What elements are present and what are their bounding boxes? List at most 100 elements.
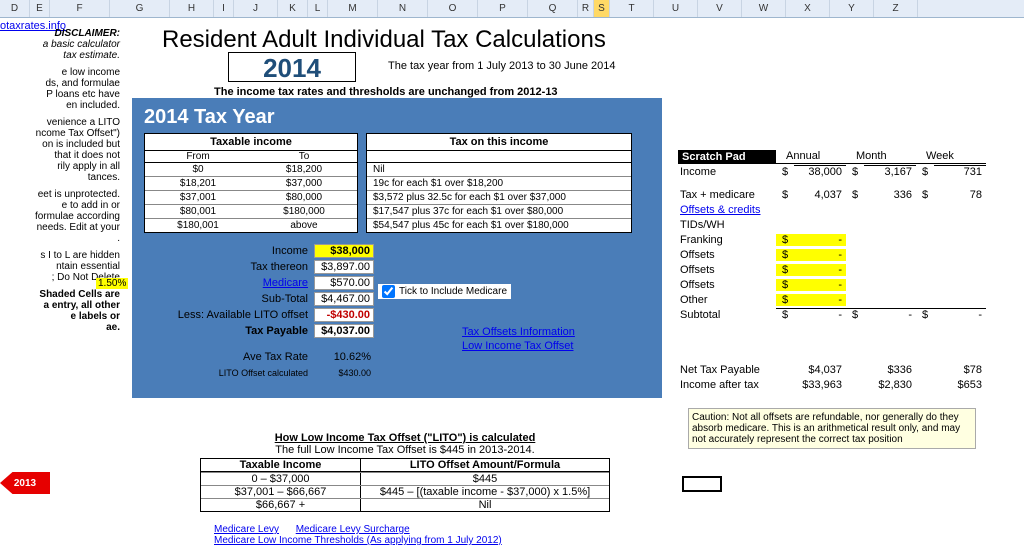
medicare-thresholds-link[interactable]: Medicare Low Income Thresholds (As apply…	[214, 535, 502, 546]
lito-table: Taxable IncomeLITO Offset Amount/Formula…	[200, 458, 610, 512]
bracket-tax: 19c for each $1 over $18,200	[367, 177, 631, 190]
lito-range: $66,667 +	[201, 499, 361, 511]
bracket-from: $80,001	[145, 205, 251, 218]
bracket-from: $0	[145, 163, 251, 176]
tax-offsets-info-link[interactable]: Tax Offsets Information	[462, 326, 575, 338]
lito-range: $37,001 – $66,667	[201, 486, 361, 498]
col-header-Z[interactable]: Z	[874, 0, 918, 17]
scratch-income-label: Income	[678, 166, 776, 178]
rates-unchanged-note: The income tax rates and thresholds are …	[214, 86, 558, 98]
scratch-col-annual: Annual	[776, 150, 846, 164]
disclaimer-p3: eet is unprotected. e to add in or formu…	[0, 189, 120, 244]
net-tax-label: Net Tax Payable	[678, 364, 776, 376]
col-header-J[interactable]: J	[234, 0, 278, 17]
col-header-W[interactable]: W	[742, 0, 786, 17]
scratch-row-label: TIDs/WH	[678, 219, 776, 231]
bracket-tax: $17,547 plus 37c for each $1 over $80,00…	[367, 205, 631, 218]
bracket-tax: $54,547 plus 45c for each $1 over $180,0…	[367, 219, 631, 232]
col-header-E[interactable]: E	[30, 0, 50, 17]
col-header-N[interactable]: N	[378, 0, 428, 17]
col-header-R[interactable]: R	[578, 0, 594, 17]
income-input[interactable]: $38,000	[314, 244, 374, 258]
net-week: $78	[934, 364, 986, 376]
lito-col1: Taxable Income	[201, 459, 361, 471]
table1-header: Taxable income	[145, 134, 357, 151]
cell-cursor[interactable]	[682, 476, 722, 492]
scratch-income-month: 3,167	[864, 165, 916, 178]
tax-thereon-label: Tax thereon	[144, 261, 314, 273]
panel-title: 2014 Tax Year	[144, 106, 650, 129]
col-header-G[interactable]: G	[110, 0, 170, 17]
bracket-from: $180,001	[145, 219, 251, 232]
col-header-X[interactable]: X	[786, 0, 830, 17]
after-week: $653	[934, 379, 986, 391]
scratch-row-label: Other	[678, 294, 776, 306]
scratch-income-annual[interactable]: 38,000	[794, 165, 846, 178]
subtotal-label: Sub-Total	[144, 293, 314, 305]
col-header-S[interactable]: S	[594, 0, 610, 17]
scratch-income-week: 731	[934, 165, 986, 178]
offsets-credits-link[interactable]: Offsets & credits	[680, 204, 761, 216]
scratch-row-label: Offsets	[678, 279, 776, 291]
lito-offset-value: -$430.00	[314, 308, 374, 322]
year-description: The tax year from 1 July 2013 to 30 June…	[388, 60, 615, 72]
col-header-H[interactable]: H	[170, 0, 214, 17]
after-annual: $33,963	[794, 379, 846, 391]
col-header-Q[interactable]: Q	[528, 0, 578, 17]
col-header-K[interactable]: K	[278, 0, 308, 17]
bottom-links: Medicare Levy Medicare Levy Surcharge Me…	[214, 524, 502, 546]
col-header-M[interactable]: M	[328, 0, 378, 17]
lito-formula: $445	[361, 473, 609, 485]
include-medicare-row: Tick to Include Medicare	[378, 284, 511, 299]
scratch-row-val[interactable]: -	[794, 264, 846, 276]
scratch-row-label: Offsets	[678, 264, 776, 276]
col-header-Y[interactable]: Y	[830, 0, 874, 17]
scratch-taxmed-week: 78	[934, 189, 986, 201]
bracket-to: $37,000	[251, 177, 357, 190]
lito-title: How Low Income Tax Offset ("LITO") is ca…	[200, 432, 610, 444]
col-to: To	[251, 151, 357, 163]
medicare-value: $570.00	[314, 276, 374, 290]
year-2013-arrow[interactable]: 2013	[0, 472, 50, 494]
tax-payable-value: $4,037.00	[314, 324, 374, 338]
info-links: Tax Offsets Information Low Income Tax O…	[462, 326, 575, 354]
lito-formula: Nil	[361, 499, 609, 511]
col-header-U[interactable]: U	[654, 0, 698, 17]
col-header-F[interactable]: F	[50, 0, 110, 17]
after-tax-label: Income after tax	[678, 379, 776, 391]
net-month: $336	[864, 364, 916, 376]
scratch-row-val[interactable]: -	[794, 249, 846, 261]
medicare-link[interactable]: Medicare	[263, 277, 308, 289]
col-header-P[interactable]: P	[478, 0, 528, 17]
avg-tax-rate-label: Ave Tax Rate	[144, 351, 314, 363]
scratch-row-val[interactable]: -	[794, 279, 846, 291]
scratch-row-label: Offsets	[678, 249, 776, 261]
tax-panel: 2014 Tax Year Taxable income FromTo $0$1…	[132, 98, 662, 398]
medicare-surcharge-link[interactable]: Medicare Levy Surcharge	[296, 524, 410, 535]
medicare-levy-link[interactable]: Medicare Levy	[214, 524, 279, 535]
col-header-O[interactable]: O	[428, 0, 478, 17]
subtotal-value: $4,467.00	[314, 292, 374, 306]
scratch-row-val[interactable]: -	[794, 234, 846, 246]
disclaimer-line1: a basic calculator	[0, 39, 120, 50]
col-header-D[interactable]: D	[0, 0, 30, 17]
table2-header: Tax on this income	[367, 134, 631, 151]
lito-formula: $445 – [(taxable income - $37,000) x 1.5…	[361, 486, 609, 498]
include-medicare-checkbox[interactable]	[382, 285, 395, 298]
avg-tax-rate-value: 10.62%	[314, 351, 374, 363]
col-header-I[interactable]: I	[214, 0, 234, 17]
col-header-T[interactable]: T	[610, 0, 654, 17]
bracket-tax: $3,572 plus 32.5c for each $1 over $37,0…	[367, 191, 631, 204]
col-header-V[interactable]: V	[698, 0, 742, 17]
lito-section: How Low Income Tax Offset ("LITO") is ca…	[200, 432, 610, 512]
calculation-block: Income$38,000 Tax thereon$3,897.00 1.50%…	[144, 243, 650, 381]
bracket-to: $80,000	[251, 191, 357, 204]
col-header-L[interactable]: L	[308, 0, 328, 17]
scratch-taxmed-annual: 4,037	[794, 189, 846, 201]
tax-payable-label: Tax Payable	[144, 325, 314, 337]
low-income-offset-link[interactable]: Low Income Tax Offset	[462, 340, 573, 352]
scratch-row-label: Franking	[678, 234, 776, 246]
taxable-income-table: Taxable income FromTo $0$18,200$18,201$3…	[144, 133, 358, 233]
scratch-row-val[interactable]: -	[794, 294, 846, 306]
income-label: Income	[144, 245, 314, 257]
